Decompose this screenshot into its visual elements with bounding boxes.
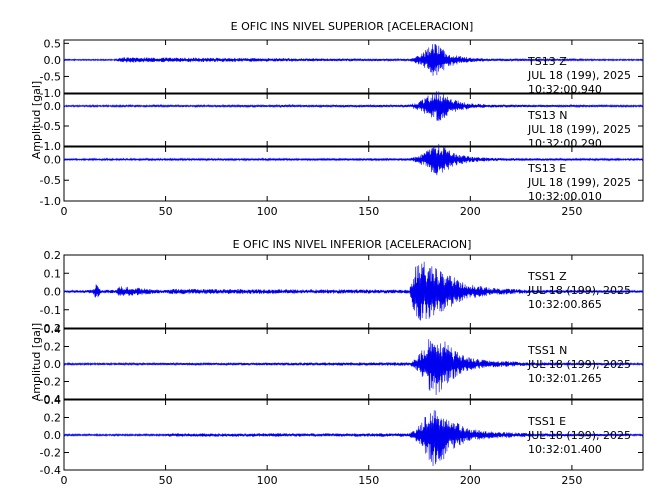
- x-tick-label: 250: [561, 205, 582, 218]
- trace-channel-label: TS13 Z: [527, 55, 567, 68]
- trace-channel-label: TSS1 N: [527, 344, 567, 357]
- y-tick-label: -0.2: [40, 447, 61, 460]
- trace-date: JUL 18 (199), 2025: [527, 176, 631, 189]
- x-tick-label: 0: [61, 474, 68, 487]
- trace-date: JUL 18 (199), 2025: [527, 284, 631, 297]
- y-tick-label: 0.2: [44, 249, 62, 262]
- y-tick-label: -0.5: [40, 174, 61, 187]
- y-tick-label: -0.1: [40, 304, 61, 317]
- y-tick-label: 0.4: [44, 323, 62, 336]
- trace-time: 10:32:00.290: [528, 137, 602, 150]
- y-tick-label: 0.0: [44, 429, 62, 442]
- trace-time: 10:32:00.010: [528, 190, 602, 203]
- y-axis-label-superior: Amplitud [gal]: [30, 81, 43, 159]
- waveform-line: [63, 143, 644, 176]
- x-tick-label: 200: [460, 474, 481, 487]
- x-tick-label: 250: [561, 474, 582, 487]
- subplot-frame: [63, 93, 644, 147]
- x-tick-label: 100: [257, 474, 278, 487]
- seismogram-panel-superior: E OFIC INS NIVEL SUPERIOR [ACELERACION] …: [30, 20, 644, 218]
- seismogram-panel-inferior: E OFIC INS NIVEL INFERIOR [ACELERACION] …: [30, 238, 644, 487]
- y-tick-label: -1.0: [40, 140, 61, 153]
- y-axis-label-inferior: Amplitud [gal]: [30, 323, 43, 401]
- x-tick-label: 0: [61, 205, 68, 218]
- x-tick-label: 100: [257, 205, 278, 218]
- subplot-frame: [63, 146, 644, 202]
- trace-channel-label: TSS1 Z: [527, 270, 567, 283]
- trace-channel-label: TSS1 E: [527, 415, 566, 428]
- trace-time: 10:32:00.865: [528, 298, 602, 311]
- y-tick-label: 0.4: [44, 394, 62, 407]
- y-tick-label: -1.0: [40, 87, 61, 100]
- x-tick-label: 50: [159, 205, 173, 218]
- y-tick-label: 0.2: [44, 341, 62, 354]
- trace-date: JUL 18 (199), 2025: [527, 69, 631, 82]
- y-tick-label: 0.5: [44, 37, 62, 50]
- x-tick-label: 50: [159, 474, 173, 487]
- waveform-line: [63, 43, 644, 76]
- y-tick-label: -0.2: [40, 322, 61, 335]
- waveform-line: [63, 339, 644, 395]
- y-tick-label: 0.0: [44, 54, 62, 67]
- trace-date: JUL 18 (199), 2025: [527, 429, 631, 442]
- y-tick-label: -0.4: [40, 464, 61, 477]
- trace-channel-label: TS13 E: [527, 162, 566, 175]
- trace-channel-label: TS13 N: [527, 109, 567, 122]
- waveform-line: [63, 261, 644, 321]
- y-tick-label: -0.2: [40, 376, 61, 389]
- subplot-frame: [63, 39, 644, 94]
- y-tick-label: 0.0: [44, 358, 62, 371]
- y-tick-label: 0.1: [44, 267, 62, 280]
- y-tick-label: 0.0: [44, 100, 62, 113]
- x-tick-label: 200: [460, 205, 481, 218]
- y-tick-label: -1.0: [40, 195, 61, 208]
- y-tick-label: -0.4: [40, 393, 61, 406]
- y-tick-label: 0.2: [44, 412, 62, 425]
- trace-time: 10:32:01.265: [528, 372, 602, 385]
- y-tick-label: 0.0: [44, 286, 62, 299]
- y-tick-label: 0.0: [44, 153, 62, 166]
- trace-date: JUL 18 (199), 2025: [527, 123, 631, 136]
- waveform-line: [63, 91, 644, 121]
- chart-title-superior: E OFIC INS NIVEL SUPERIOR [ACELERACION]: [231, 20, 474, 33]
- x-tick-label: 150: [358, 474, 379, 487]
- y-tick-label: -0.5: [40, 120, 61, 133]
- chart-title-inferior: E OFIC INS NIVEL INFERIOR [ACELERACION]: [233, 238, 472, 251]
- y-tick-label: -0.5: [40, 70, 61, 83]
- trace-time: 10:32:00.940: [528, 83, 602, 96]
- trace-date: JUL 18 (199), 2025: [527, 358, 631, 371]
- waveform-line: [63, 410, 644, 467]
- x-tick-label: 150: [358, 205, 379, 218]
- trace-time: 10:32:01.400: [528, 443, 602, 456]
